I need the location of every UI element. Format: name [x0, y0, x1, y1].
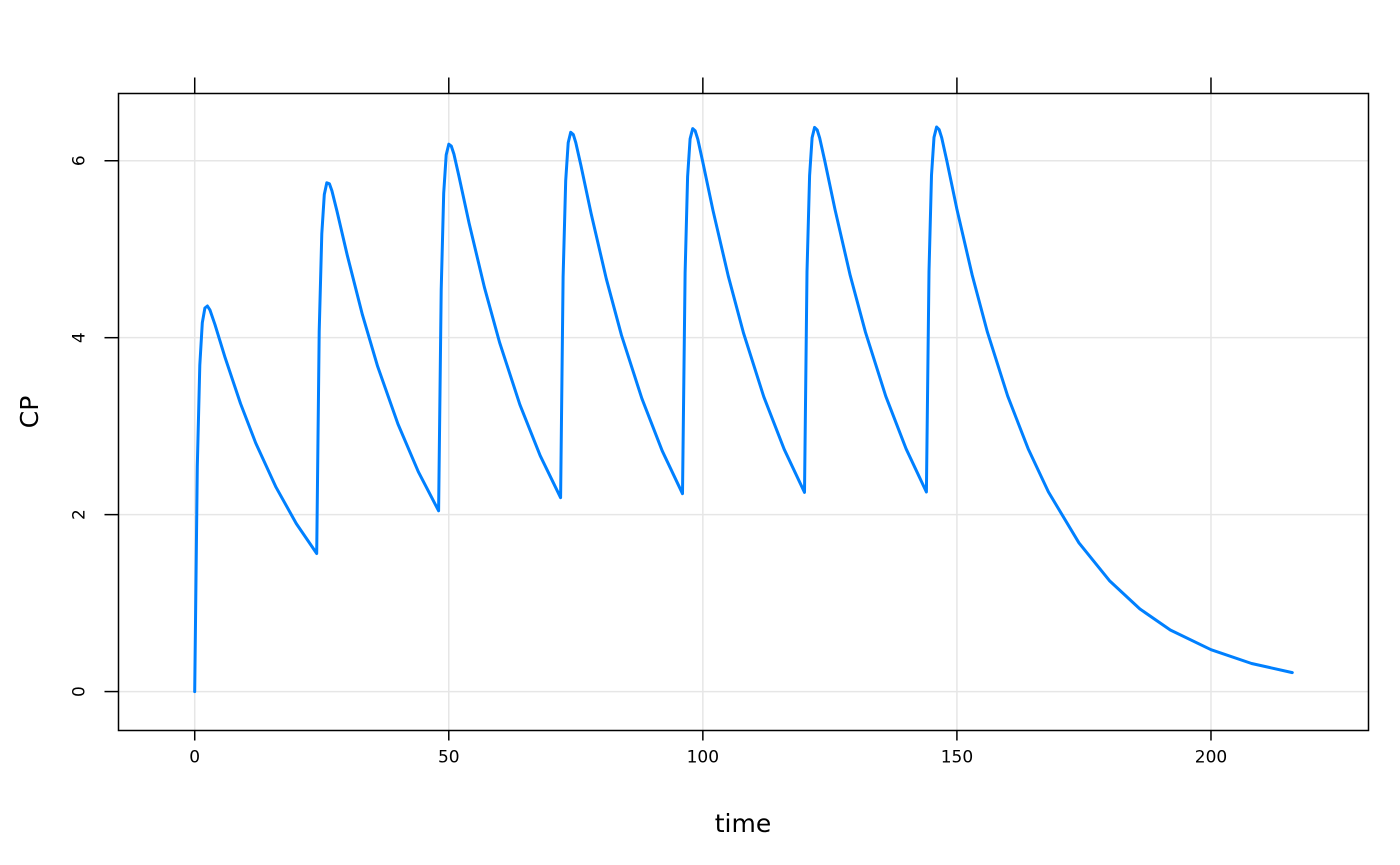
y-tick-label: 6	[70, 155, 90, 166]
plot-frame	[117, 92, 1370, 732]
x-tick-label: 100	[687, 748, 719, 768]
x-tick-label: 200	[1195, 748, 1227, 768]
cp-line	[193, 125, 1294, 694]
grid	[118, 93, 1369, 731]
y-tick-label: 4	[70, 332, 90, 343]
y-axis-title: CP	[15, 396, 44, 429]
x-tick-label: 150	[941, 748, 973, 768]
x-tick-label: 0	[189, 748, 200, 768]
y-tick-label: 2	[70, 509, 90, 520]
axes: 0 50 100 150 200 0 2 4 6	[70, 77, 1227, 768]
x-tick-label: 50	[438, 748, 460, 768]
series-layer	[193, 125, 1294, 694]
y-tick-label: 0	[70, 686, 90, 697]
x-axis-title: time	[715, 809, 771, 838]
